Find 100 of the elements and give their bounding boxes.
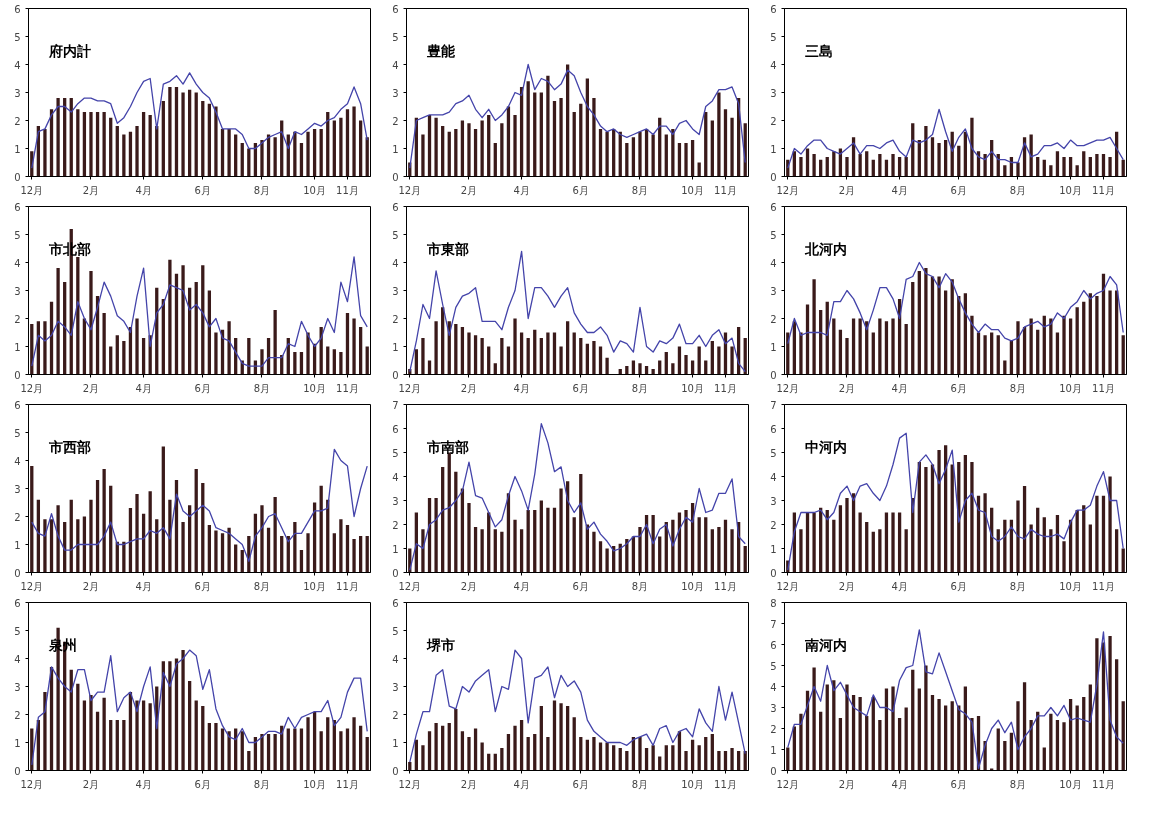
y-tick-label: 4 — [14, 257, 21, 269]
x-tick-label: 4月 — [513, 778, 530, 790]
x-tick-label: 6月 — [572, 580, 589, 592]
y-tick-label: 6 — [770, 3, 777, 15]
x-tick-label: 12月 — [776, 184, 800, 196]
x-tick-label: 6月 — [572, 778, 589, 790]
y-tick-label: 5 — [392, 31, 399, 43]
y-tick-label: 2 — [770, 115, 777, 127]
x-tick-label: 6月 — [572, 382, 589, 394]
x-tick-label: 10月 — [1059, 382, 1082, 394]
x-tick-label: 8月 — [631, 184, 649, 196]
x-tick-label: 4月 — [891, 778, 908, 790]
y-tick-label: 6 — [14, 3, 21, 15]
x-tick-label: 4月 — [513, 382, 530, 394]
x-tick-label: 6月 — [950, 580, 967, 592]
y-tick-label: 0 — [392, 369, 399, 381]
x-tick-label: 4月 — [135, 184, 152, 196]
y-tick-label: 7 — [392, 399, 399, 411]
x-tick-label: 4月 — [513, 580, 530, 592]
x-tick-label: 12月 — [776, 778, 800, 790]
y-tick-label: 4 — [770, 257, 777, 269]
text: 北河内 — [803, 240, 847, 257]
y-tick-label: 1 — [14, 539, 21, 551]
text: 南河内 — [803, 636, 847, 653]
y-tick-label: 2 — [14, 313, 21, 325]
y-tick-label: 0 — [770, 171, 777, 183]
y-tick-label: 4 — [392, 59, 399, 71]
y-tick-label: 4 — [14, 455, 21, 467]
y-tick-label: 1 — [392, 737, 399, 749]
y-tick-label: 3 — [14, 87, 21, 99]
x-tick-label: 8月 — [631, 778, 649, 790]
x-tick-label: 4月 — [135, 382, 152, 394]
y-tick-label: 4 — [14, 653, 21, 665]
y-tick-label: 0 — [770, 567, 777, 579]
x-tick-label: 2月 — [838, 778, 856, 790]
x-tick-label: 11月 — [714, 382, 737, 394]
x-tick-label: 11月 — [714, 184, 737, 196]
x-tick-label: 10月 — [681, 382, 704, 394]
y-tick-label: 7 — [770, 618, 777, 630]
y-tick-label: 2 — [14, 709, 21, 721]
y-tick-label: 5 — [14, 31, 21, 43]
y-tick-label: 5 — [770, 31, 777, 43]
x-tick-label: 12月 — [776, 580, 800, 592]
x-tick-label: 10月 — [1059, 580, 1082, 592]
y-tick-label: 0 — [392, 567, 399, 579]
x-tick-label: 8月 — [1009, 184, 1027, 196]
y-tick-label: 2 — [770, 313, 777, 325]
x-tick-label: 12月 — [20, 184, 44, 196]
x-tick-label: 8月 — [631, 580, 649, 592]
y-tick-label: 5 — [770, 447, 777, 459]
text: 市南部 — [425, 438, 469, 455]
x-tick-label: 12月 — [776, 382, 800, 394]
y-tick-label: 6 — [14, 597, 21, 609]
x-tick-label: 8月 — [253, 382, 271, 394]
x-tick-label: 8月 — [1009, 580, 1027, 592]
x-tick-label: 10月 — [681, 778, 704, 790]
y-tick-label: 4 — [770, 471, 777, 483]
y-tick-label: 1 — [770, 744, 777, 756]
x-tick-label: 8月 — [1009, 778, 1027, 790]
y-tick-label: 2 — [392, 313, 399, 325]
x-tick-label: 4月 — [513, 184, 530, 196]
y-tick-label: 3 — [392, 285, 399, 297]
y-tick-label: 3 — [770, 285, 777, 297]
y-tick-label: 5 — [14, 427, 21, 439]
x-tick-label: 11月 — [1092, 382, 1115, 394]
x-tick-label: 10月 — [303, 184, 326, 196]
y-tick-label: 1 — [14, 143, 21, 155]
y-tick-label: 1 — [770, 143, 777, 155]
y-tick-label: 2 — [14, 115, 21, 127]
x-tick-label: 2月 — [82, 382, 100, 394]
y-tick-label: 1 — [392, 143, 399, 155]
text: 中河内 — [804, 438, 847, 455]
x-tick-label: 10月 — [303, 580, 326, 592]
x-tick-label: 2月 — [82, 184, 100, 196]
y-tick-label: 0 — [770, 765, 777, 777]
x-tick-label: 11月 — [336, 382, 359, 394]
x-tick-label: 6月 — [194, 382, 211, 394]
y-tick-label: 0 — [14, 765, 21, 777]
x-tick-label: 2月 — [460, 580, 478, 592]
y-tick-label: 1 — [14, 341, 21, 353]
y-tick-label: 5 — [770, 229, 777, 241]
y-tick-label: 0 — [14, 171, 21, 183]
y-tick-label: 3 — [392, 87, 399, 99]
y-tick-label: 4 — [392, 653, 399, 665]
x-tick-label: 12月 — [20, 580, 44, 592]
x-tick-label: 10月 — [1059, 184, 1082, 196]
y-tick-label: 0 — [392, 765, 399, 777]
y-tick-label: 2 — [392, 709, 399, 721]
y-tick-label: 1 — [392, 341, 399, 353]
x-tick-label: 2月 — [82, 778, 100, 790]
y-tick-label: 3 — [770, 495, 777, 507]
x-tick-label: 2月 — [460, 382, 478, 394]
x-tick-label: 11月 — [1092, 184, 1115, 196]
x-tick-label: 6月 — [194, 778, 211, 790]
x-tick-label: 2月 — [82, 580, 100, 592]
y-tick-label: 4 — [392, 257, 399, 269]
text: 堺市 — [425, 636, 455, 653]
text: 市西部 — [47, 438, 91, 455]
x-tick-label: 11月 — [714, 778, 737, 790]
y-tick-label: 3 — [770, 702, 777, 714]
